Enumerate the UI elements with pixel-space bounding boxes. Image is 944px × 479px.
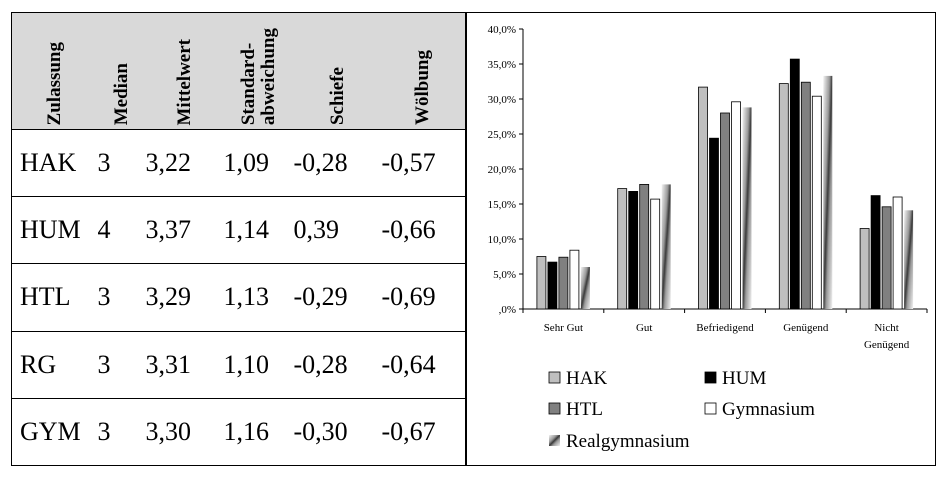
cell-schiefe: -0,28 xyxy=(293,330,382,399)
cell-schiefe: -0,30 xyxy=(293,397,382,467)
bar-realgymnasium-1 xyxy=(661,184,671,309)
legend-swatch-realgymnasium xyxy=(549,435,560,446)
y-tick-label: 40,0% xyxy=(488,24,516,36)
legend-swatch-htl xyxy=(548,402,561,415)
bar-hak-3 xyxy=(778,83,789,310)
cell-mittelwert: 3,37 xyxy=(145,196,224,265)
cell-mittelwert: 3,29 xyxy=(145,263,224,332)
bar-hum-2 xyxy=(709,137,719,310)
bar-realgymnasium-2 xyxy=(742,107,752,310)
cell-schiefe: -0,29 xyxy=(293,263,382,332)
legend-label-hum: HUM xyxy=(722,368,766,389)
cell-standardabweichung: 1,13 xyxy=(223,263,294,332)
table-header-row: Zulassung Median Mittelwert Standard-abw… xyxy=(11,12,466,130)
legend-swatch-gymnasium xyxy=(704,402,717,415)
y-tick-label: 30,0% xyxy=(488,94,516,106)
y-tick-label: 35,0% xyxy=(488,59,516,71)
bar-realgymnasium-4 xyxy=(904,210,914,309)
table-row: RG 3 3,31 1,10 -0,28 -0,64 xyxy=(11,330,466,399)
bar-gymnasium-3 xyxy=(811,95,822,310)
cell-woelbung: -0,64 xyxy=(381,330,466,399)
bar-gymnasium-2 xyxy=(731,101,741,310)
header-line: Standard- xyxy=(237,42,259,125)
legend-swatch-hak xyxy=(548,371,561,384)
bar-chart: ,0% 5,0% 10,0% 15,0% 20,0% 25,0% 30,0% 35,0% 40,… xyxy=(466,12,936,466)
y-tick-label: 10,0% xyxy=(488,234,516,246)
bar-hum-0 xyxy=(547,261,558,310)
cell-zulassung: RG xyxy=(11,330,98,399)
x-tick-label: Befriedigend xyxy=(696,322,754,334)
cell-zulassung: HTL xyxy=(11,263,98,332)
cell-median: 3 xyxy=(97,128,146,198)
y-tick-label: 20,0% xyxy=(488,164,516,176)
header-mittelwert: Mittelwert xyxy=(145,12,224,130)
cell-median: 4 xyxy=(97,196,146,265)
bar-realgymnasium-3 xyxy=(823,75,833,310)
cell-mittelwert: 3,22 xyxy=(145,128,224,198)
bar-chart-svg: ,0% 5,0% 10,0% 15,0% 20,0% 25,0% 30,0% 35,0% 40,… xyxy=(488,24,928,452)
cell-mittelwert: 3,31 xyxy=(145,330,224,399)
bar-gymnasium-4 xyxy=(892,196,903,310)
bar-hum-1 xyxy=(628,190,639,310)
bar-hak-0 xyxy=(536,256,547,310)
table-row: HAK 3 3,22 1,09 -0,28 -0,57 xyxy=(11,128,466,198)
cell-woelbung: -0,67 xyxy=(381,397,466,467)
cell-median: 3 xyxy=(97,263,146,332)
table-row: GYM 3 3,30 1,16 -0,30 -0,67 xyxy=(11,397,466,467)
y-tick-label: 5,0% xyxy=(493,269,516,281)
cell-median: 3 xyxy=(97,397,146,467)
header-schiefe: Schiefe xyxy=(293,12,382,130)
bar-hum-3 xyxy=(789,58,800,310)
legend-label-hak: HAK xyxy=(566,368,607,389)
bar-gymnasium-0 xyxy=(569,249,580,310)
bar-hum-4 xyxy=(870,195,881,310)
x-tick-label: Nicht xyxy=(874,322,898,334)
cell-standardabweichung: 1,14 xyxy=(223,196,294,265)
cell-schiefe: -0,28 xyxy=(293,128,382,198)
x-tick-label: Sehr Gut xyxy=(544,322,583,334)
cell-standardabweichung: 1,16 xyxy=(223,397,294,467)
header-zulassung: Zulassung xyxy=(11,12,98,130)
legend-label-htl: HTL xyxy=(566,399,603,420)
bar-gymnasium-1 xyxy=(650,198,661,310)
bar-htl-1 xyxy=(639,183,650,310)
bar-htl-0 xyxy=(558,256,569,310)
y-tick-label: 25,0% xyxy=(488,129,516,141)
cell-schiefe: 0,39 xyxy=(293,196,382,265)
bar-hak-2 xyxy=(698,86,708,310)
cell-standardabweichung: 1,09 xyxy=(223,128,294,198)
cell-woelbung: -0,57 xyxy=(381,128,466,198)
y-tick-label: 15,0% xyxy=(488,199,516,211)
statistics-table: Zulassung Median Mittelwert Standard-abw… xyxy=(11,12,466,467)
legend-label-realgymnasium: Realgymnasium xyxy=(566,431,690,452)
cell-zulassung: HAK xyxy=(11,128,98,198)
x-tick-label: Genügend xyxy=(864,339,910,351)
cell-woelbung: -0,66 xyxy=(381,196,466,265)
header-woelbung: Wölbung xyxy=(381,12,466,130)
cell-zulassung: HUM xyxy=(11,196,98,265)
table-row: HUM 4 3,37 1,14 0,39 -0,66 xyxy=(11,196,466,265)
bar-realgymnasium-0 xyxy=(580,267,590,309)
bar-htl-4 xyxy=(881,206,892,310)
bar-htl-2 xyxy=(720,112,730,310)
header-line: abweichung xyxy=(257,27,279,125)
bar-hak-4 xyxy=(859,228,870,310)
cell-zulassung: GYM xyxy=(11,397,98,467)
cell-median: 3 xyxy=(97,330,146,399)
legend-swatch-hum xyxy=(704,371,717,384)
cell-mittelwert: 3,30 xyxy=(145,397,224,467)
x-tick-label: Gut xyxy=(636,322,653,334)
table-row: HTL 3 3,29 1,13 -0,29 -0,69 xyxy=(11,263,466,332)
cell-woelbung: -0,69 xyxy=(381,263,466,332)
bar-hak-1 xyxy=(617,188,628,310)
header-median: Median xyxy=(97,12,146,130)
header-standardabweichung: Standard-abweichung xyxy=(223,12,294,130)
x-tick-label: Genügend xyxy=(783,322,829,334)
y-tick-label: ,0% xyxy=(499,304,516,316)
bar-htl-3 xyxy=(800,81,811,310)
cell-standardabweichung: 1,10 xyxy=(223,330,294,399)
legend-label-gymnasium: Gymnasium xyxy=(722,399,815,420)
